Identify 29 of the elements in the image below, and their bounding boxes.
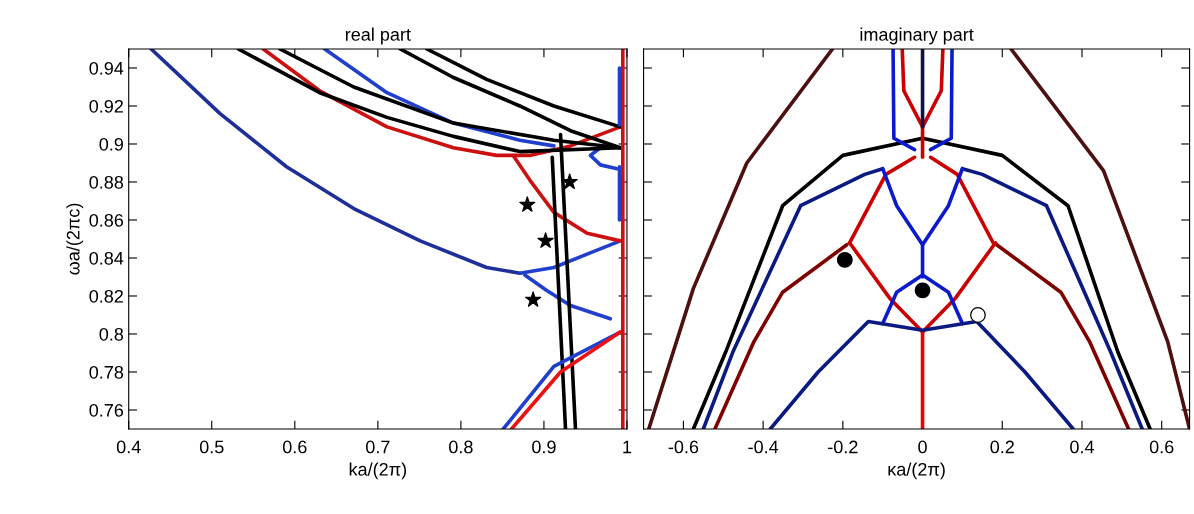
y-axis-title: ωa/(2πc) (66, 203, 84, 275)
x-tick-label: 0.4 (1070, 440, 1094, 454)
y-tick-label: 0.9 (99, 137, 123, 151)
x-tick-label: 0.5 (199, 440, 224, 454)
y-tick-label: 0.92 (89, 99, 123, 113)
x-tick-label: 0 (918, 440, 927, 454)
x-axis-title: ka/(2π) (349, 462, 407, 480)
x-tick-label: -0.2 (828, 440, 858, 454)
x-tick-label: -0.4 (748, 440, 779, 454)
x-axis-title: κa/(2π) (888, 462, 945, 480)
x-tick-label: 0.9 (532, 440, 556, 454)
x-tick-label: 0.4 (116, 440, 141, 454)
y-tick-label: 0.94 (89, 61, 124, 75)
y-tick-label: 0.86 (89, 213, 124, 227)
y-tick-label: 0.76 (89, 403, 124, 417)
y-tick-label: 0.84 (89, 251, 124, 265)
y-tick-label: 0.78 (89, 365, 124, 379)
x-tick-label: 0.6 (1149, 440, 1174, 454)
y-tick-label: 0.88 (89, 175, 124, 189)
y-tick-label: 0.82 (89, 289, 123, 303)
x-tick-label: 0.6 (282, 440, 307, 454)
y-tick-label: 0.8 (99, 327, 124, 341)
x-tick-label: 1 (623, 440, 632, 454)
chart-title: real part (345, 27, 411, 45)
x-tick-label: 0.7 (366, 440, 390, 454)
x-tick-label: -0.6 (668, 440, 699, 454)
x-tick-label: 0.8 (449, 440, 473, 454)
x-tick-label: 0.2 (990, 440, 1014, 454)
chart-title: imaginary part (860, 27, 974, 45)
